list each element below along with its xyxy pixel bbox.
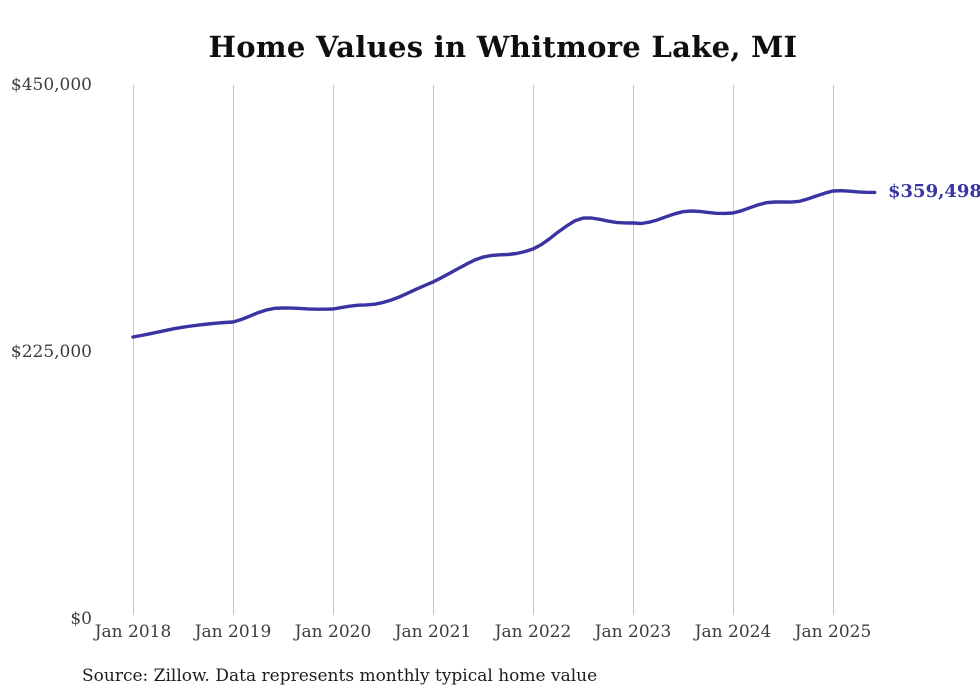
x-axis-tick-label: Jan 2022 [494, 622, 572, 642]
x-axis-tick-label: Jan 2020 [294, 622, 372, 642]
x-axis-tick-label: Jan 2024 [694, 622, 772, 642]
x-axis-tick-label: Jan 2019 [194, 622, 272, 642]
chart-title: Home Values in Whitmore Lake, MI [208, 30, 798, 64]
y-axis-tick-label: $225,000 [10, 342, 92, 362]
y-axis-tick-label: $0 [70, 609, 92, 629]
source-note: Source: Zillow. Data represents monthly … [82, 666, 598, 686]
x-axis-tick-label: Jan 2018 [94, 622, 172, 642]
x-axis-tick-label: Jan 2023 [594, 622, 672, 642]
current-value-label: $359,498 [888, 181, 980, 203]
y-axis-tick-label: $450,000 [10, 75, 92, 95]
home-value-line [131, 188, 877, 339]
x-axis-tick-label: Jan 2021 [394, 622, 472, 642]
x-axis-tick-label: Jan 2025 [794, 622, 872, 642]
